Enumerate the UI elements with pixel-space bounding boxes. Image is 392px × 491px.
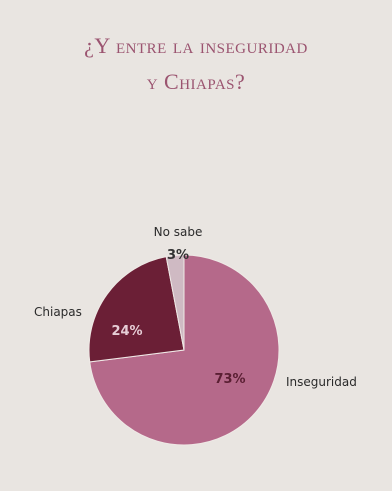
- pie-slice-chiapas: [88, 256, 185, 363]
- title-line-2: y Chiapas?: [146, 69, 246, 94]
- chart-title: ¿Y entre la inseguridad y Chiapas?: [0, 28, 392, 100]
- pie-slices: [88, 254, 280, 446]
- slice-value-inseguridad: 73%: [214, 372, 245, 387]
- pie-slice-no-sabe: [165, 254, 185, 351]
- slice-label-no-sabe: No sabe: [154, 225, 203, 239]
- title-line-1: ¿Y entre la inseguridad: [84, 33, 308, 58]
- slice-value-no-sabe: 3%: [167, 248, 189, 263]
- slice-value-chiapas: 24%: [111, 324, 142, 339]
- slice-label-chiapas: Chiapas: [34, 305, 82, 319]
- slice-label-inseguridad: Inseguridad: [286, 375, 357, 389]
